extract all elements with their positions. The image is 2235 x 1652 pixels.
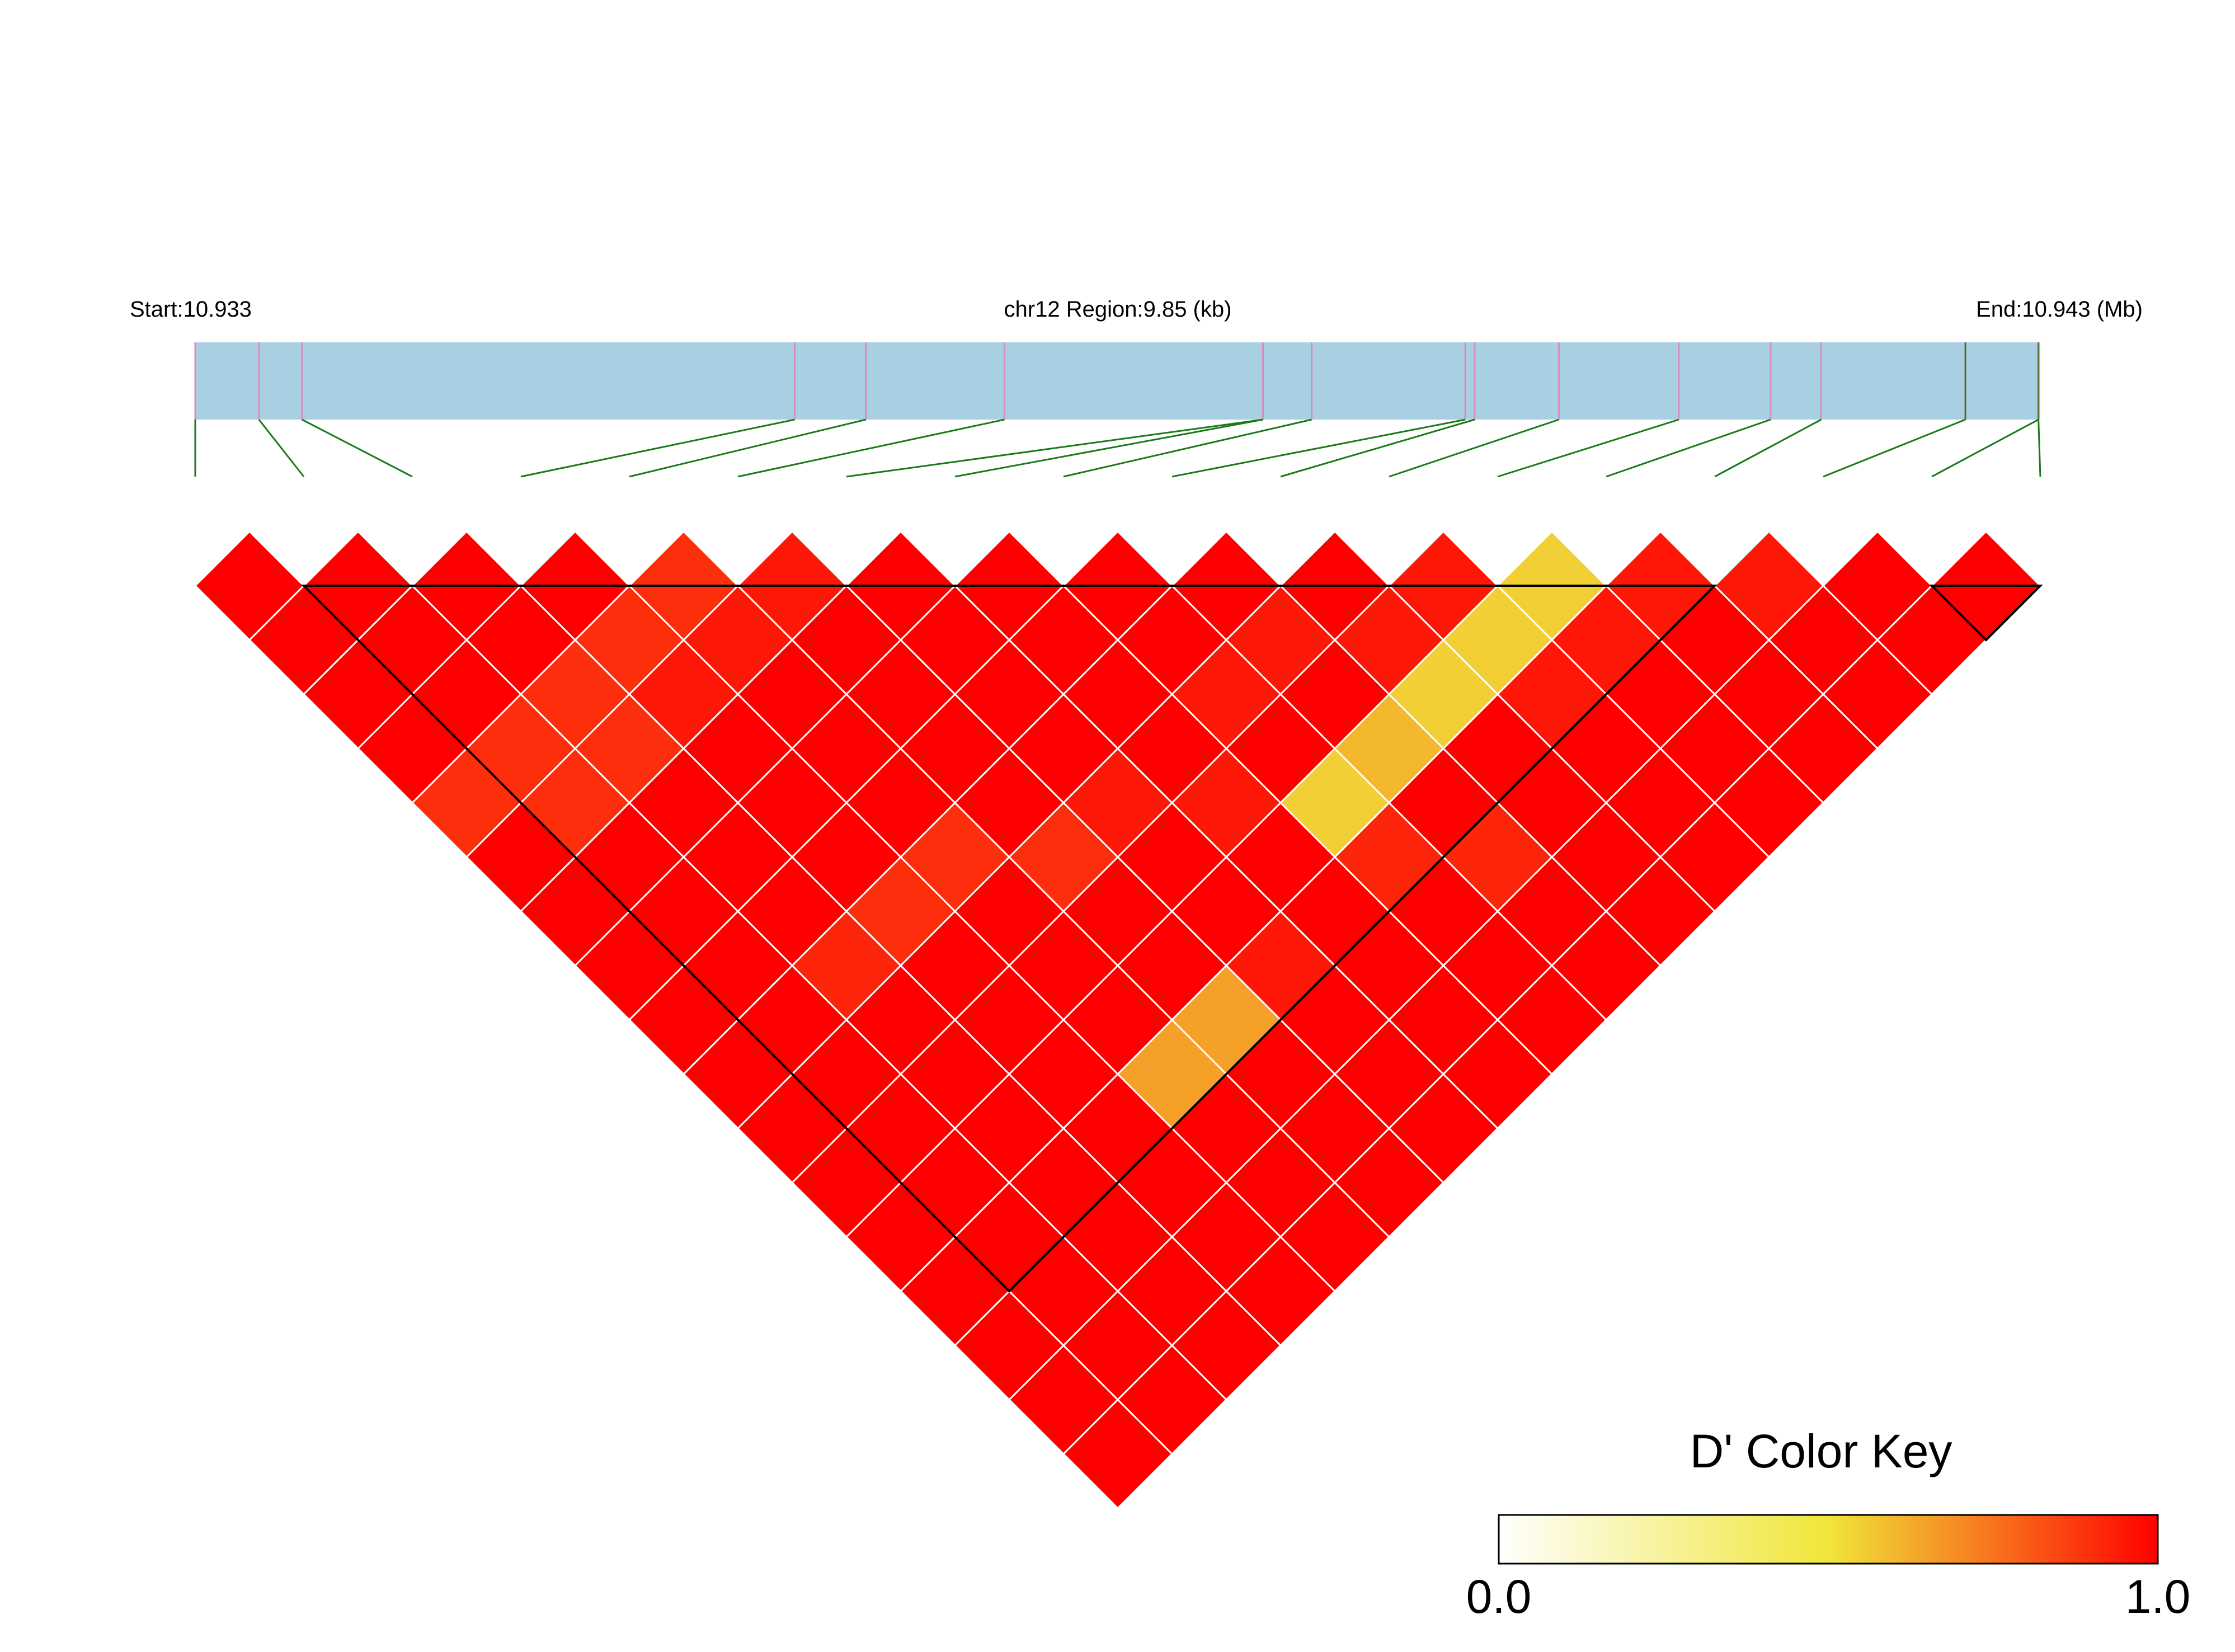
- snp-connector: [954, 418, 1263, 478]
- snp-track-bar: [195, 342, 2040, 420]
- ld-block-outline: [1929, 585, 2043, 642]
- snp-connector: [1931, 418, 2039, 478]
- snp-connectors: [194, 418, 2041, 478]
- snp-connector: [258, 419, 305, 477]
- snp-connector: [737, 418, 1005, 478]
- region-title-label: chr12 Region:9.85 (kb): [1004, 297, 1232, 322]
- region-start-label: Start:10.933: [130, 297, 252, 322]
- snp-connector: [846, 418, 1263, 478]
- ld-block-outline: [301, 585, 1718, 1293]
- color-key-min-label: 0.0: [1466, 1570, 1532, 1623]
- snp-connector: [520, 418, 795, 478]
- ld-blocks: [301, 585, 2043, 1293]
- snp-connector: [1606, 418, 1771, 478]
- snp-connector: [1497, 418, 1679, 478]
- snp-connector: [1171, 418, 1466, 478]
- snp-connector: [1389, 418, 1559, 478]
- snp-connector: [2038, 419, 2041, 477]
- snp-connector: [1823, 418, 1966, 478]
- snp-track: [194, 342, 2040, 420]
- color-key-max-label: 1.0: [2125, 1570, 2191, 1623]
- snp-connector: [1280, 418, 1475, 478]
- snp-connector: [1714, 418, 1822, 478]
- snp-connector: [629, 418, 867, 478]
- snp-connector: [1063, 418, 1312, 478]
- region-end-label: End:10.943 (Mb): [1976, 297, 2143, 322]
- color-key-bar: [1498, 1514, 2159, 1565]
- color-key-title: D' Color Key: [1690, 1425, 1952, 1477]
- ld-cells: [194, 530, 2042, 1510]
- snp-connector: [302, 418, 413, 478]
